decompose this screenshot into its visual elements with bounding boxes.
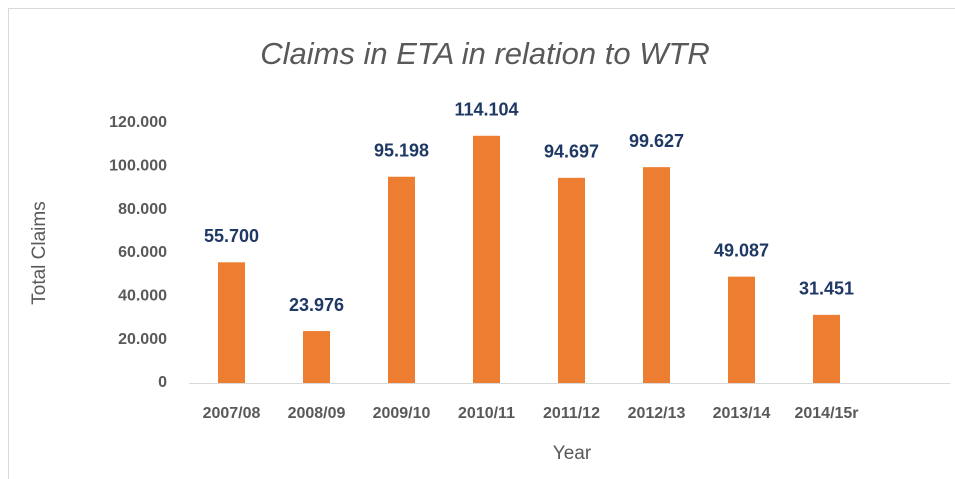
x-tick-label: 2010/11 bbox=[458, 405, 515, 422]
y-tick-label: 0 bbox=[158, 374, 167, 391]
y-tick-label: 100.000 bbox=[109, 158, 167, 175]
x-tick-label: 2007/08 bbox=[203, 405, 261, 422]
x-axis-title: Year bbox=[553, 443, 592, 464]
bar bbox=[643, 167, 670, 383]
data-label: 31.451 bbox=[799, 279, 854, 299]
data-label: 49.087 bbox=[714, 240, 769, 260]
data-label: 95.198 bbox=[374, 140, 429, 160]
data-label: 94.697 bbox=[544, 142, 599, 162]
bar bbox=[218, 262, 245, 383]
bar bbox=[473, 135, 500, 383]
chart-title: Claims in ETA in relation to WTR bbox=[260, 36, 710, 71]
data-label: 23.976 bbox=[289, 295, 344, 315]
x-tick-label: 2012/13 bbox=[628, 405, 686, 422]
x-tick-label: 2009/10 bbox=[373, 405, 431, 422]
x-tick-label: 2008/09 bbox=[288, 405, 346, 422]
chart-frame bbox=[8, 8, 955, 479]
y-tick-label: 80.000 bbox=[118, 201, 167, 218]
y-tick-label: 120.000 bbox=[109, 114, 167, 131]
x-tick-label: 2011/12 bbox=[543, 405, 600, 422]
data-label: 55.700 bbox=[204, 226, 259, 246]
bar bbox=[303, 331, 330, 383]
x-tick-label: 2014/15r bbox=[794, 405, 858, 422]
bar bbox=[388, 176, 415, 383]
y-axis-title: Total Claims bbox=[29, 201, 50, 304]
bar bbox=[558, 177, 585, 383]
y-tick-label: 20.000 bbox=[118, 331, 167, 348]
bar bbox=[728, 276, 755, 383]
data-label: 99.627 bbox=[629, 131, 684, 151]
x-tick-label: 2013/14 bbox=[713, 405, 771, 422]
y-tick-label: 40.000 bbox=[118, 288, 167, 305]
bar bbox=[813, 314, 840, 383]
y-tick-label: 60.000 bbox=[118, 244, 167, 261]
data-label: 114.104 bbox=[454, 100, 518, 120]
